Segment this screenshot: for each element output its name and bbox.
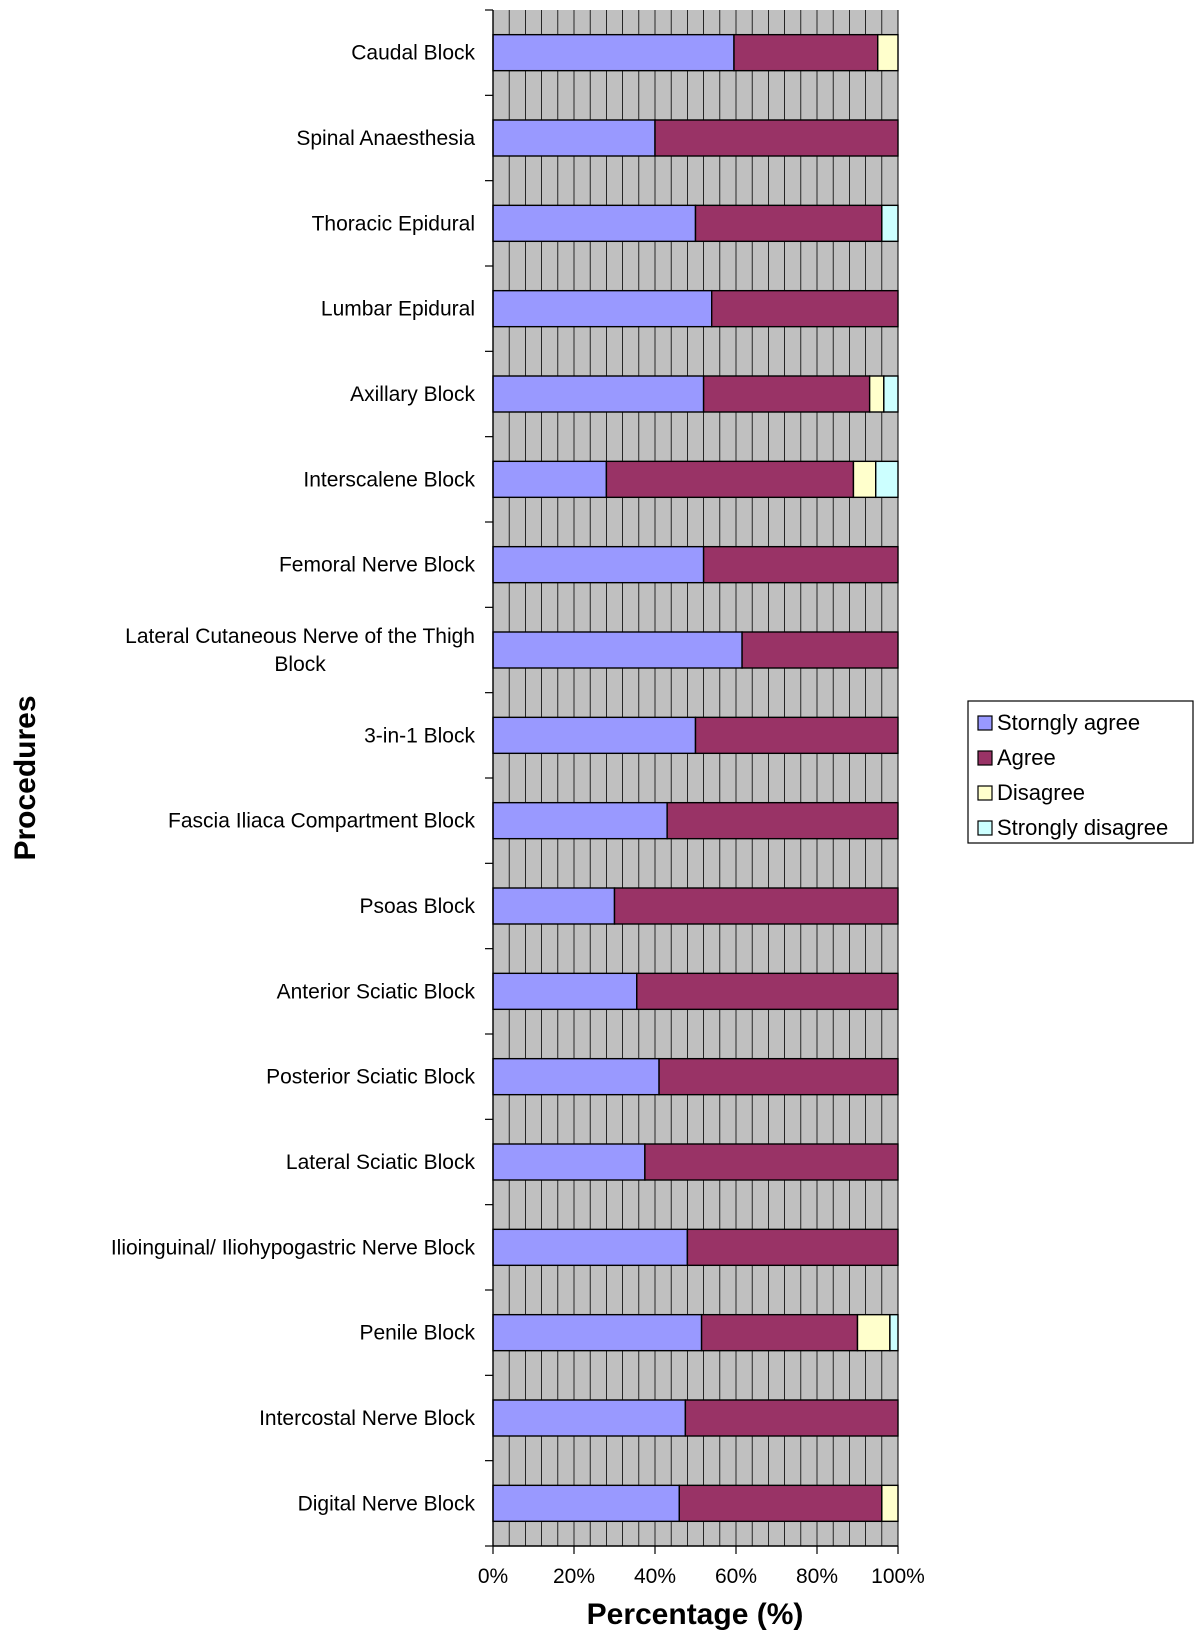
bar-segment xyxy=(492,33,735,72)
category-labels: Caudal Block Spinal Anaesthesia Thoracic E… xyxy=(111,42,476,1516)
category-label: Axillary Block xyxy=(350,383,475,406)
x-tick-label: 60% xyxy=(715,1565,757,1588)
category-label: Psoas Block xyxy=(359,895,475,918)
category-label: Lateral Cutaneous Nerve of the Thigh xyxy=(125,625,475,648)
bar-segment xyxy=(856,1313,891,1352)
x-tick-label: 80% xyxy=(796,1565,838,1588)
bar-segment xyxy=(684,1399,899,1437)
legend: Storngly agree Agree Disagree Strongly disa… xyxy=(967,700,1194,844)
bar-segment xyxy=(492,887,616,925)
legend-label: Disagree xyxy=(997,780,1085,805)
legend-swatch xyxy=(977,750,993,766)
bar-segment xyxy=(868,375,885,413)
bar-segment xyxy=(492,631,743,669)
bar-segment xyxy=(733,33,879,72)
legend-swatch xyxy=(977,715,993,731)
legend-swatch xyxy=(977,785,993,801)
category-label: Spinal Anaesthesia xyxy=(296,127,475,150)
bar-segment xyxy=(875,460,899,499)
category-label: Anterior Sciatic Block xyxy=(277,980,476,1003)
bar-segment xyxy=(678,1484,883,1523)
x-tick-label: 40% xyxy=(634,1565,676,1588)
bars xyxy=(492,33,899,1523)
bar-segment xyxy=(881,1484,899,1523)
bar-segment xyxy=(741,631,899,669)
bar-segment xyxy=(492,1484,681,1523)
legend-box xyxy=(967,700,1194,844)
category-label: Thoracic Epidural xyxy=(312,212,475,235)
bar-segment xyxy=(492,119,656,157)
bar-segment xyxy=(492,545,705,584)
x-tick-label: 100% xyxy=(871,1565,925,1588)
category-label: Posterior Sciatic Block xyxy=(266,1066,475,1089)
x-tick-labels: 0% 20% 40% 60% 80% 100% xyxy=(478,1565,925,1588)
x-tick-label: 0% xyxy=(478,1565,508,1588)
x-tick-label: 20% xyxy=(553,1565,595,1588)
category-label: Penile Block xyxy=(359,1322,475,1345)
gridlines xyxy=(508,10,899,1546)
bar-segment xyxy=(644,1143,899,1181)
bar-segment xyxy=(702,375,871,413)
bar-segment xyxy=(877,33,899,72)
bar-segment xyxy=(658,1057,899,1096)
legend-label: Agree xyxy=(997,745,1056,770)
bar-segment xyxy=(711,289,899,328)
bar-segment xyxy=(700,1313,859,1352)
legend-label: Strongly disagree xyxy=(997,815,1168,840)
y-axis xyxy=(485,9,494,1547)
bar-segment xyxy=(881,204,899,243)
category-label: Lateral Sciatic Block xyxy=(286,1151,476,1174)
bar-segment xyxy=(492,1057,660,1096)
category-label: Intercostal Nerve Block xyxy=(259,1407,475,1430)
bar-segment xyxy=(492,289,713,328)
bar-segment xyxy=(492,375,705,413)
bar-segment xyxy=(852,460,877,499)
x-axis xyxy=(492,1545,899,1554)
legend-label: Storngly agree xyxy=(997,710,1140,735)
bar-segment xyxy=(492,801,668,840)
category-label: Caudal Block xyxy=(351,42,475,65)
bar-segment xyxy=(605,460,855,499)
bar-segment xyxy=(492,1313,703,1352)
bar-segment xyxy=(883,375,899,413)
bar-segment xyxy=(492,972,638,1011)
bar-segment xyxy=(492,1228,689,1267)
category-label: Interscalene Block xyxy=(303,468,475,491)
y-axis-title: Procedures xyxy=(9,695,42,860)
bar-segment xyxy=(492,204,697,243)
legend-swatch xyxy=(977,820,993,836)
category-label: Ilioinguinal/ Iliohypogastric Nerve Bloc… xyxy=(111,1236,476,1259)
plot-area xyxy=(493,10,898,1546)
category-label: Lumbar Epidural xyxy=(321,298,475,321)
category-label: Block xyxy=(274,653,326,676)
category-label: Digital Nerve Block xyxy=(298,1492,476,1515)
bar-segment xyxy=(613,887,899,925)
category-label: 3-in-1 Block xyxy=(364,724,475,747)
bar-segment xyxy=(492,1399,687,1437)
category-label: Femoral Nerve Block xyxy=(279,554,476,577)
x-axis-title: Percentage (%) xyxy=(587,1598,804,1631)
bar-segment xyxy=(702,545,899,584)
bar-segment xyxy=(694,204,883,243)
bar-segment xyxy=(492,1143,646,1181)
bar-segment xyxy=(694,716,899,755)
bar-segment xyxy=(492,460,608,499)
bar-segment xyxy=(686,1228,899,1267)
bar-segment xyxy=(654,119,899,157)
bar-segment xyxy=(666,801,899,840)
bar-segment xyxy=(636,972,899,1011)
bar-segment xyxy=(492,716,697,755)
category-label: Fascia Iliaca Compartment Block xyxy=(168,810,475,833)
bar-segment xyxy=(889,1313,899,1352)
